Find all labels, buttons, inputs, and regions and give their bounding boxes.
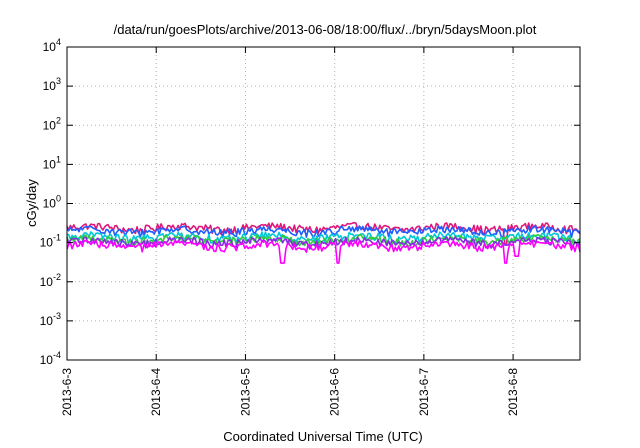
x-axis-label: Coordinated Universal Time (UTC): [223, 429, 422, 444]
series-line: [66, 225, 581, 239]
y-tick-label: 103: [43, 76, 61, 93]
series-line: [66, 221, 581, 246]
y-axis: 10-4 10-3 10-2 10-1 100 101 102 103 104: [40, 37, 580, 367]
x-tick-label: 2013-6-7: [417, 368, 431, 416]
x-tick-label: 2013-6-4: [149, 368, 163, 416]
y-tick-label: 101: [43, 154, 61, 171]
y-tick-label: 10-3: [40, 311, 61, 328]
x-tick-label: 2013-6-5: [238, 368, 252, 416]
y-tick-label: 10-1: [40, 233, 61, 250]
y-tick-label: 104: [43, 37, 61, 54]
y-tick-label: 102: [43, 115, 61, 132]
x-tick-label: 2013-6-3: [60, 368, 74, 416]
series-group: [66, 221, 581, 264]
y-tick-label: 10-2: [40, 272, 61, 289]
y-axis-label: cGy/day: [24, 179, 39, 227]
series-line: [66, 239, 581, 264]
series-line: [66, 231, 581, 245]
y-tick-label: 10-4: [40, 350, 61, 367]
x-axis: 2013-6-3 2013-6-4 2013-6-5 2013-6-6 2013-6-7…: [60, 47, 520, 416]
x-tick-label: 2013-6-6: [328, 368, 342, 416]
chart-title: /data/run/goesPlots/archive/2013-06-08/1…: [114, 22, 537, 37]
series-line: [66, 236, 581, 250]
grid: [67, 47, 580, 360]
x-tick-label: 2013-6-8: [506, 368, 520, 416]
y-tick-label: 100: [43, 194, 61, 211]
